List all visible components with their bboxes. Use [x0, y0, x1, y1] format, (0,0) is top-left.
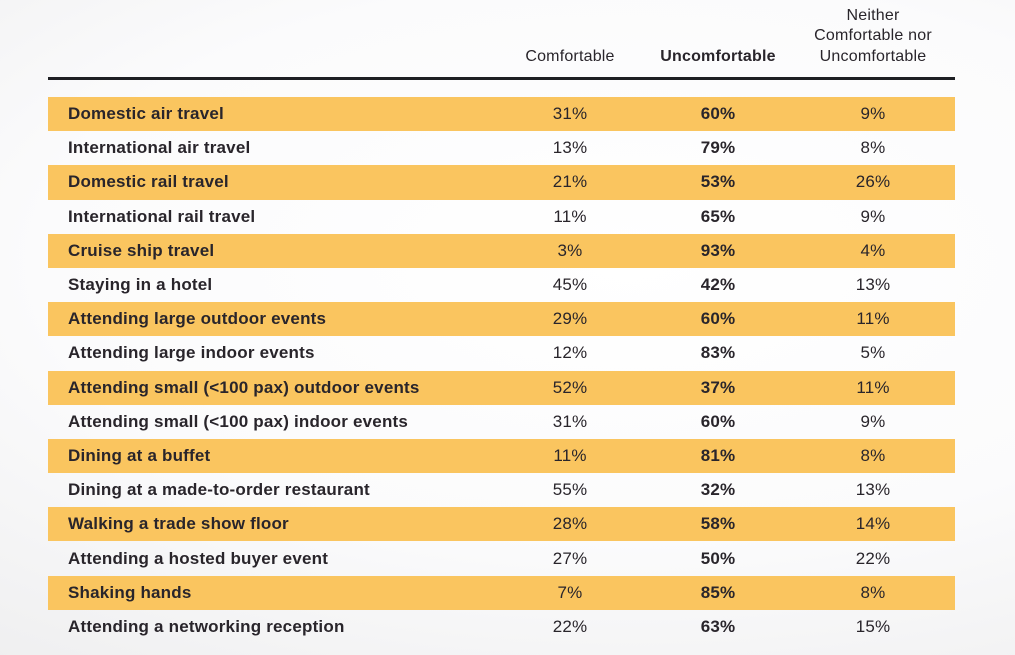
cell-comfortable: 11% [553, 206, 587, 226]
cell-neither: 9% [860, 411, 886, 431]
cell-neither: 4% [860, 240, 886, 260]
table-row: International rail travel 11% 65% 9% [48, 200, 955, 234]
cell-comfortable: 22% [552, 616, 588, 636]
cell-neither: 13% [855, 275, 891, 295]
cell-comfortable: 55% [552, 480, 588, 500]
row-label: Attending small (<100 pax) indoor events [68, 411, 409, 431]
row-label: Dining at a buffet [68, 445, 211, 465]
comfort-table: Comfortable Uncomfortable Neither Comfor… [48, 0, 955, 644]
cell-uncomfortable: 32% [700, 480, 736, 500]
cell-uncomfortable: 83% [700, 343, 736, 363]
cell-uncomfortable: 60% [700, 309, 736, 329]
row-label: Shaking hands [68, 582, 192, 602]
table-row: Attending large outdoor events 29% 60% 11% [48, 302, 955, 337]
table-row: Attending large indoor events 12% 83% 5% [48, 336, 955, 370]
cell-comfortable: 11% [553, 445, 587, 465]
cell-neither: 9% [860, 206, 886, 226]
table-header-row: Comfortable Uncomfortable Neither Comfor… [48, 0, 955, 80]
table-row: Attending a networking reception 22% 63% 15… [48, 610, 955, 644]
cell-neither: 9% [860, 104, 886, 124]
cell-neither: 11% [856, 377, 890, 397]
column-header-uncomfortable: Uncomfortable [645, 47, 791, 77]
cell-uncomfortable: 60% [700, 411, 736, 431]
table-row: International air travel 13% 79% 8% [48, 131, 955, 165]
cell-uncomfortable: 85% [700, 582, 736, 602]
row-label: International air travel [68, 138, 251, 158]
table-row: Dining at a made-to-order restaurant 55% 3… [48, 473, 955, 507]
row-label: Walking a trade show floor [68, 514, 289, 534]
cell-uncomfortable: 79% [700, 138, 736, 158]
column-header-comfortable: Comfortable [495, 47, 645, 77]
row-label: Staying in a hotel [68, 275, 213, 295]
table-row: Attending small (<100 pax) indoor events… [48, 405, 955, 439]
table-row: Staying in a hotel 45% 42% 13% [48, 268, 955, 302]
cell-uncomfortable: 50% [700, 548, 736, 568]
cell-neither: 13% [855, 480, 891, 500]
cell-neither: 15% [855, 616, 891, 636]
cell-uncomfortable: 37% [700, 377, 736, 397]
cell-comfortable: 13% [552, 138, 588, 158]
row-label: Attending large indoor events [68, 343, 315, 363]
table-row: Shaking hands 7% 85% 8% [48, 575, 955, 610]
cell-neither: 8% [860, 582, 886, 602]
table-row: Domestic air travel 31% 60% 9% [48, 97, 955, 132]
cell-neither: 14% [855, 514, 891, 534]
column-header-label: Comfortable [525, 47, 615, 65]
row-label: Dining at a made-to-order restaurant [68, 480, 370, 500]
row-label: Domestic air travel [68, 104, 224, 124]
cell-comfortable: 52% [552, 377, 588, 397]
row-label: Domestic rail travel [68, 172, 229, 192]
cell-neither: 26% [855, 172, 891, 192]
cell-uncomfortable: 81% [700, 445, 736, 465]
cell-uncomfortable: 93% [700, 240, 736, 260]
cell-comfortable: 3% [557, 240, 583, 260]
cell-comfortable: 45% [552, 275, 588, 295]
row-label: International rail travel [68, 206, 256, 226]
column-header-label: Neither Comfortable nor Uncomfortable [814, 6, 932, 65]
table-row: Walking a trade show floor 28% 58% 14% [48, 507, 955, 542]
cell-comfortable: 12% [552, 343, 588, 363]
cell-neither: 8% [860, 138, 886, 158]
row-label: Attending a networking reception [68, 616, 345, 636]
cell-comfortable: 28% [552, 514, 588, 534]
cell-neither: 22% [855, 548, 891, 568]
cell-comfortable: 31% [552, 104, 588, 124]
cell-comfortable: 31% [552, 411, 588, 431]
table-row: Cruise ship travel 3% 93% 4% [48, 233, 955, 268]
cell-neither: 8% [860, 445, 886, 465]
row-label: Attending large outdoor events [68, 309, 327, 329]
table-row: Attending small (<100 pax) outdoor event… [48, 370, 955, 405]
cell-comfortable: 27% [552, 548, 588, 568]
table-row: Dining at a buffet 11% 81% 8% [48, 438, 955, 474]
row-label: Cruise ship travel [68, 240, 215, 260]
table-row: Domestic rail travel 21% 53% 26% [48, 165, 955, 200]
row-label: Attending small (<100 pax) outdoor event… [68, 377, 420, 397]
cell-comfortable: 7% [557, 582, 583, 602]
cell-neither: 11% [856, 309, 890, 329]
cell-uncomfortable: 42% [700, 275, 736, 295]
table-row: Attending a hosted buyer event 27% 50% 22% [48, 541, 955, 575]
row-label: Attending a hosted buyer event [68, 548, 329, 568]
cell-uncomfortable: 63% [700, 616, 736, 636]
cell-uncomfortable: 53% [700, 172, 736, 192]
column-header-neither: Neither Comfortable nor Uncomfortable [791, 6, 955, 77]
cell-uncomfortable: 58% [700, 514, 736, 534]
table-body: Domestic air travel 31% 60% 9% International… [48, 97, 955, 644]
cell-comfortable: 29% [552, 309, 588, 329]
cell-comfortable: 21% [552, 172, 588, 192]
column-header-label: Uncomfortable [660, 47, 776, 65]
cell-uncomfortable: 60% [700, 104, 736, 124]
cell-neither: 5% [860, 343, 886, 363]
cell-uncomfortable: 65% [700, 206, 736, 226]
